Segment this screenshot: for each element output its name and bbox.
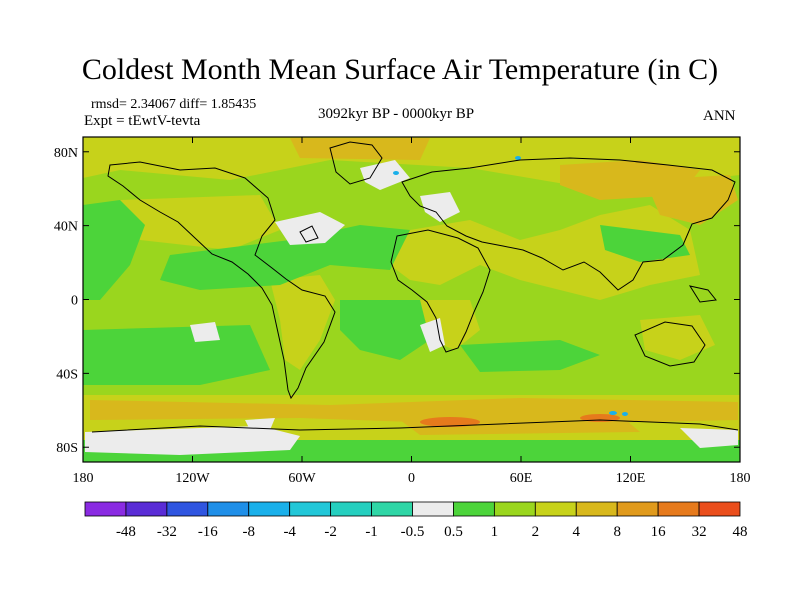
lat-tick-label: 40N [54,220,78,235]
colorbar-swatch [207,501,250,517]
colorbar-label: 8 [613,524,621,540]
colorbar-swatch [371,501,413,517]
colorbar: -48 -32 -16 -8 -4 -2 -1 -0.5 0.5 1 2 4 8 16 32 48 [84,501,748,540]
season-label: ANN [703,108,736,124]
colorbar-label: 48 [733,524,748,540]
colorbar-swatch [289,501,332,517]
colorbar-label: -1 [365,524,378,540]
colorbar-label: -8 [243,524,256,540]
colorbar-label: 2 [532,524,540,540]
colorbar-swatch [616,501,659,517]
colorbar-swatch [534,501,577,517]
colorbar-label: 1 [491,524,499,540]
colorbar-swatch [657,501,700,517]
colorbar-swatch [84,501,127,517]
experiment-label: Expt = tEwtV-tevta [84,113,201,129]
colorbar-label: 16 [651,524,667,540]
colorbar-swatch [248,501,291,517]
colorbar-label: 32 [692,524,707,540]
near-zero-regions [85,160,738,455]
lon-tick-label: 180 [73,471,94,486]
map-title: Coldest Month Mean Surface Air Temperatu… [81,53,719,86]
colorbar-swatch [575,501,618,517]
lon-tick-label: 180 [730,471,751,486]
lat-tick-label: 0 [71,294,78,309]
colorbar-label: -2 [324,524,337,540]
colorbar-swatch [493,501,536,517]
lat-tick-label: 40S [56,367,78,382]
lat-tick-label: 80S [56,441,78,456]
cold-spots [393,156,628,416]
axis-labels: 80N 40N 0 40S 80S 180 120W 60W 0 60E 120E 180 [54,146,751,486]
temperature-field [83,137,740,462]
colorbar-label: -16 [198,524,218,540]
lon-tick-label: 60W [288,471,316,486]
period-label: 3092kyr BP - 0000kyr BP [318,106,475,122]
colorbar-label: -48 [116,524,136,540]
colorbar-swatch [412,501,454,517]
stats-text: rmsd= 2.34067 diff= 1.85435 [91,97,257,112]
coastlines [91,141,739,433]
colorbar-swatch [125,501,168,517]
lon-tick-label: 60E [510,471,533,486]
colorbar-label: 4 [573,524,581,540]
colorbar-swatch [453,501,495,517]
lat-tick-label: 80N [54,146,78,161]
colorbar-swatch [166,501,209,517]
colorbar-label: -0.5 [401,524,425,540]
colorbar-swatch [330,501,372,517]
axis-ticks [82,137,741,462]
colorbar-swatch [698,501,741,517]
colorbar-label: 0.5 [444,524,463,540]
colorbar-label: -4 [283,524,296,540]
lon-tick-label: 120E [616,471,646,486]
lon-tick-label: 120W [175,471,210,486]
lon-tick-label: 0 [408,471,415,486]
colorbar-label: -32 [157,524,177,540]
